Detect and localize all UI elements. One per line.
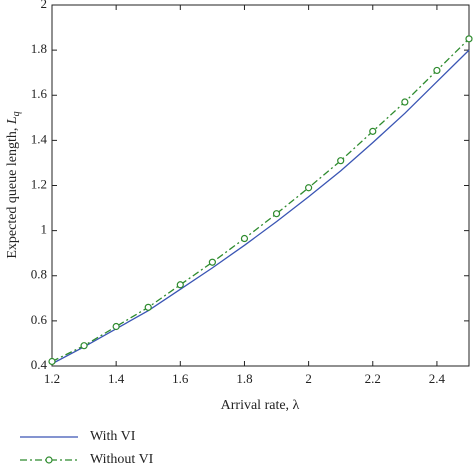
x-tick-label: 1.4 (108, 371, 125, 386)
series-marker (433, 66, 441, 75)
legend-marker (45, 456, 53, 464)
y-tick-label: 0.4 (31, 357, 48, 372)
x-tick-label: 1.8 (236, 371, 252, 386)
series-marker (401, 98, 409, 106)
series-marker (369, 127, 377, 135)
y-tick-label: 1.8 (31, 41, 47, 56)
y-axis-label-text: Expected queue length, (5, 124, 20, 259)
x-axis-label: Arrival rate, λ (221, 398, 300, 413)
x-tick-label: 2.4 (429, 371, 446, 386)
y-tick-label: 1.6 (31, 86, 48, 101)
y-tick-label: 0.8 (31, 267, 47, 282)
series-marker (240, 234, 249, 243)
y-tick-label: 2 (41, 0, 48, 11)
series-marker (337, 157, 345, 165)
x-tick-label: 1.6 (172, 371, 189, 386)
plot-frame (51, 4, 470, 367)
series-line (51, 38, 470, 363)
series-marker (112, 322, 120, 331)
y-axis-label: Expected queue length, Lq (5, 111, 22, 258)
y-tick-label: 1.4 (31, 131, 48, 146)
x-tick-label: 2.2 (365, 371, 381, 386)
y-axis-label-symbol: L (5, 116, 20, 125)
y-tick-label: 1.2 (31, 176, 47, 191)
legend-label: With VI (90, 429, 136, 444)
series-marker (144, 303, 152, 311)
y-tick-label: 0.6 (31, 312, 48, 327)
series-marker (208, 258, 216, 266)
series-marker (272, 210, 281, 218)
series-line (51, 49, 470, 365)
x-tick-label: 1.2 (44, 371, 60, 386)
y-tick-label: 1 (41, 222, 48, 237)
x-tick-label: 2 (305, 371, 312, 386)
series-marker (176, 281, 184, 289)
series-marker (465, 35, 473, 43)
y-axis-label-subscript: q (11, 111, 22, 116)
series-marker (48, 357, 56, 366)
series-marker (305, 184, 313, 192)
legend-label: Without VI (90, 452, 154, 467)
series-marker (80, 342, 88, 350)
